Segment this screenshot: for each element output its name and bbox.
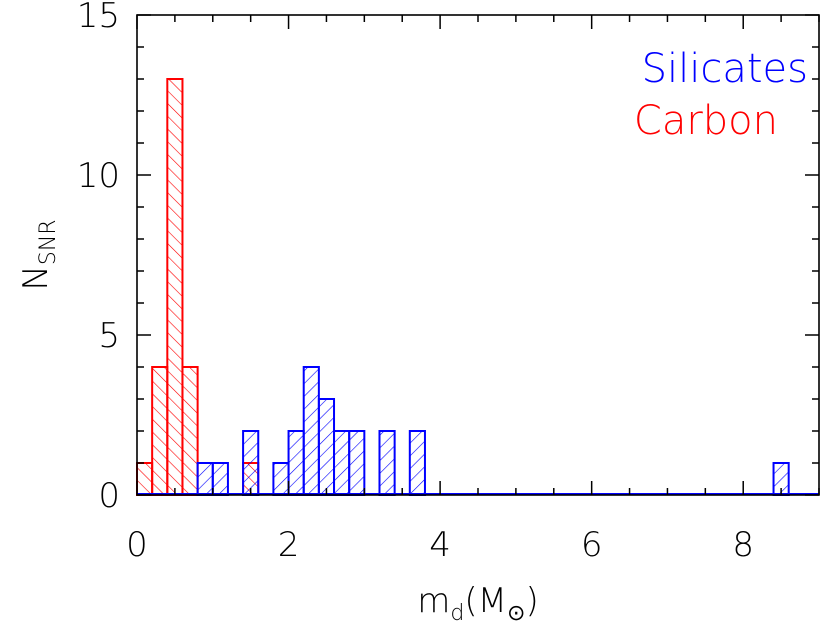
x-tick-label: 0 — [126, 525, 148, 565]
silicates-bar-8 — [348, 430, 366, 496]
x-tick-label: 2 — [278, 525, 300, 565]
y-tick-label: 15 — [77, 0, 120, 36]
carbon-bar-0 — [136, 462, 154, 496]
silicates-bar-9 — [378, 430, 396, 496]
silicates-series — [137, 366, 819, 496]
x-tick-label: 8 — [732, 525, 754, 565]
y-tick-label: 5 — [98, 316, 120, 356]
silicates-bar-5 — [302, 366, 320, 496]
x-axis-label: md(M⊙) — [417, 581, 538, 626]
silicates-bar-3 — [272, 462, 290, 496]
silicates-bar-10 — [408, 430, 426, 496]
legend-silicates: Silicates — [642, 46, 808, 92]
silicates-bar-2 — [242, 430, 260, 496]
y-axis-label: NSNR — [16, 219, 61, 290]
y-axis-ticks — [137, 14, 819, 496]
silicates-bar-7 — [333, 430, 351, 496]
silicates-bar-6 — [317, 398, 336, 496]
x-axis-ticks — [136, 15, 820, 495]
carbon-bar-1 — [151, 366, 169, 496]
y-tick-label: 0 — [98, 476, 120, 516]
silicates-bar-0 — [196, 462, 214, 496]
x-tick-label: 4 — [429, 525, 451, 565]
x-axis-tick-labels: 0 2 4 6 8 — [126, 525, 754, 565]
x-tick-label: 6 — [581, 525, 603, 565]
carbon-bar-3 — [181, 366, 199, 496]
carbon-bar-2 — [166, 78, 184, 496]
legend-carbon: Carbon — [634, 98, 778, 144]
y-tick-label: 10 — [77, 156, 120, 196]
silicates-bar-4 — [287, 430, 305, 496]
y-axis-tick-labels: 0 5 10 15 — [77, 0, 120, 516]
silicates-bar-1 — [211, 462, 229, 496]
